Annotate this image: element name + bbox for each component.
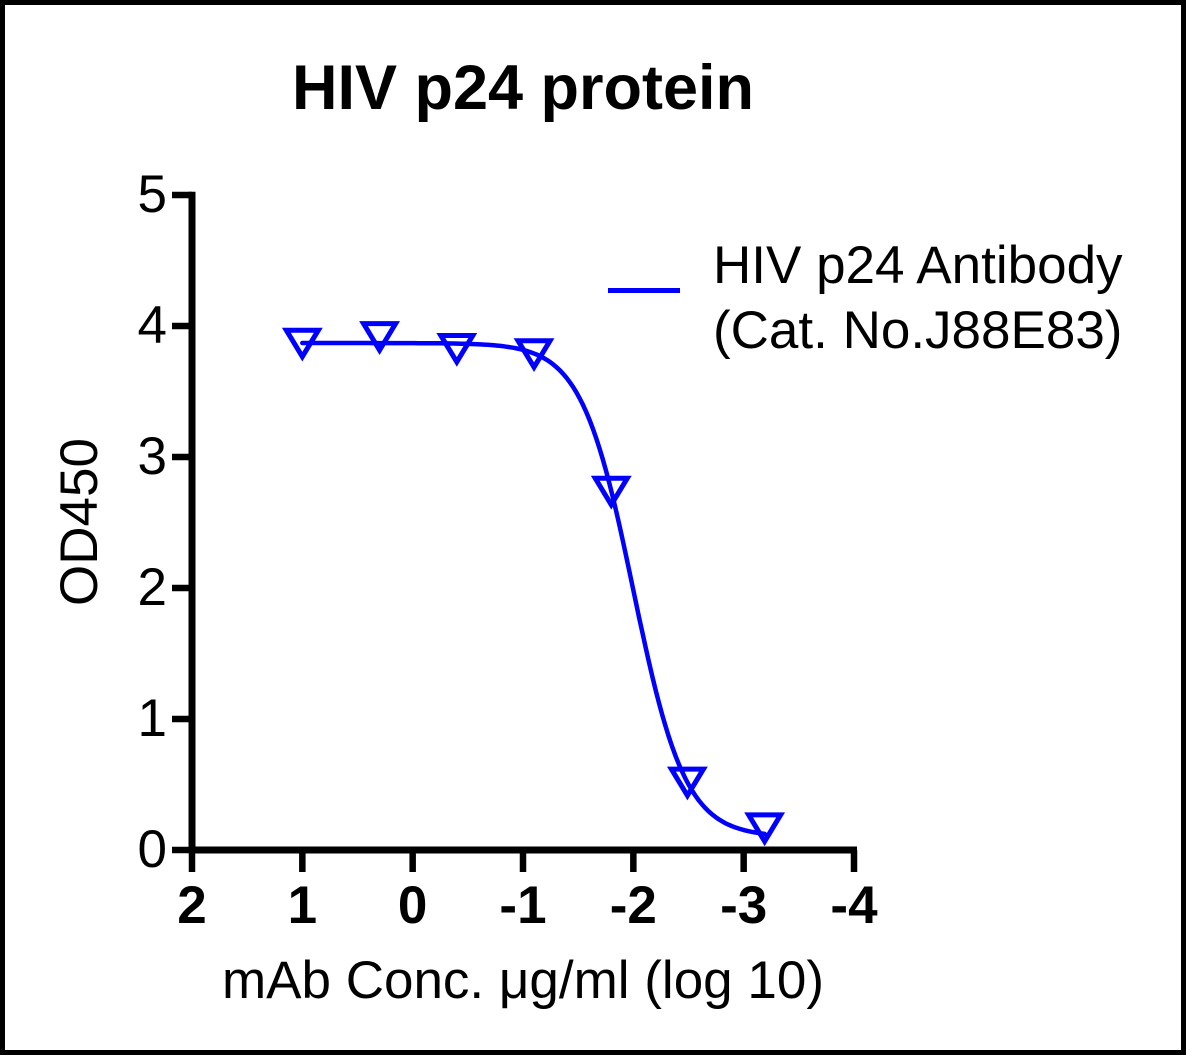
x-tick-label: -4 bbox=[830, 876, 878, 935]
legend-series-label: HIV p24 Antibody (Cat. No.J88E83) bbox=[713, 233, 1123, 363]
chart-title: HIV p24 protein bbox=[291, 53, 755, 123]
fit-curve bbox=[300, 340, 767, 837]
data-point-marker bbox=[666, 766, 708, 801]
x-tick-label: -3 bbox=[720, 876, 767, 935]
y-tick-label: 1 bbox=[138, 689, 167, 748]
plot-area: 2 1 0 -1 -2 -3 -4 0 1 2 3 4 5 bbox=[138, 165, 879, 935]
y-tick-label: 4 bbox=[138, 296, 167, 355]
data-point-marker bbox=[513, 338, 555, 373]
y-tick-label: 0 bbox=[138, 820, 167, 879]
y-tick-label: 5 bbox=[138, 165, 167, 224]
x-tick-label: 0 bbox=[398, 876, 427, 935]
data-point-marker bbox=[590, 475, 632, 510]
data-point-marker bbox=[359, 321, 400, 356]
x-tick-label: 1 bbox=[288, 876, 317, 935]
x-tick-label: -2 bbox=[610, 876, 657, 935]
data-point-marker bbox=[744, 812, 786, 847]
data-point-marker bbox=[281, 327, 323, 362]
legend-series-label-line1: HIV p24 Antibody bbox=[713, 236, 1123, 295]
legend-series-label-line2: (Cat. No.J88E83) bbox=[713, 301, 1123, 360]
x-tick-label: -1 bbox=[499, 876, 546, 935]
x-tick-label: 2 bbox=[177, 876, 206, 935]
y-tick-label: 2 bbox=[138, 558, 167, 617]
data-point-marker bbox=[436, 332, 478, 367]
x-axis-label: mAb Conc. μg/ml (log 10) bbox=[222, 951, 824, 1010]
y-tick-label: 3 bbox=[138, 427, 167, 486]
legend-line-swatch bbox=[608, 288, 680, 293]
